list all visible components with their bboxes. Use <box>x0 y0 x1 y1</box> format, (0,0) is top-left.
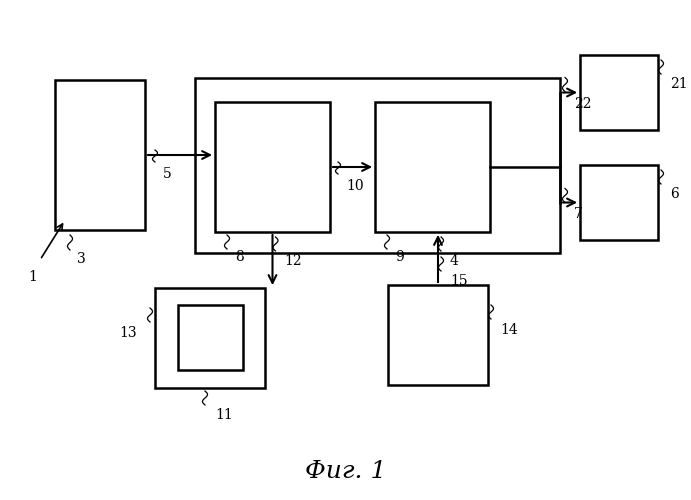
Text: 1: 1 <box>28 270 37 284</box>
Bar <box>155 288 265 388</box>
Text: 3: 3 <box>77 252 86 266</box>
Bar <box>215 102 330 232</box>
Text: 10: 10 <box>346 179 363 193</box>
Text: 9: 9 <box>395 250 404 264</box>
Bar <box>178 305 243 370</box>
Text: 5: 5 <box>163 167 172 181</box>
Text: Фиг. 1: Фиг. 1 <box>305 460 386 483</box>
Text: 21: 21 <box>670 77 688 91</box>
Text: 15: 15 <box>450 274 468 288</box>
Bar <box>55 80 145 230</box>
Bar <box>580 55 658 130</box>
Bar <box>388 285 488 385</box>
Text: 11: 11 <box>215 408 233 422</box>
Text: 22: 22 <box>574 98 591 112</box>
Text: 14: 14 <box>500 323 518 337</box>
Bar <box>375 102 490 232</box>
Bar <box>195 78 560 253</box>
Text: 8: 8 <box>235 250 244 264</box>
Text: 7: 7 <box>574 208 583 222</box>
Text: 13: 13 <box>120 326 137 340</box>
Bar <box>580 165 658 240</box>
Text: 6: 6 <box>670 187 679 201</box>
Text: 4: 4 <box>450 254 459 268</box>
Text: 12: 12 <box>285 254 302 268</box>
